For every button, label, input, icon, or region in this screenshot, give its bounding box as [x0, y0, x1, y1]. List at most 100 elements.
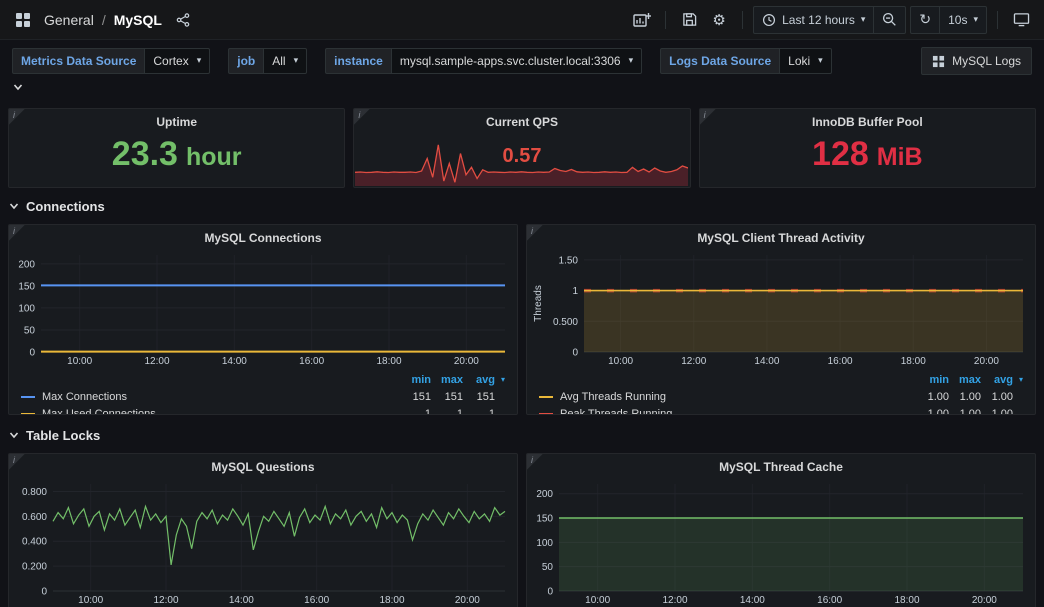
- refresh-interval-picker[interactable]: 10s ▾: [939, 6, 986, 33]
- legend-sort-min[interactable]: min: [411, 373, 431, 386]
- qps-value: 0.57: [502, 145, 542, 167]
- svg-text:10:00: 10:00: [78, 595, 103, 606]
- svg-text:16:00: 16:00: [817, 595, 842, 606]
- mysql-logs-button[interactable]: MySQL Logs: [921, 47, 1032, 75]
- section-header-connections[interactable]: Connections: [8, 196, 1044, 216]
- cycle-view-mode-button[interactable]: [1008, 7, 1034, 33]
- chevron-down-icon: ▾: [293, 56, 299, 66]
- refresh-interval-label: 10s: [948, 12, 968, 27]
- breadcrumb-dashboard-title[interactable]: MySQL: [113, 11, 162, 28]
- chevron-down-icon: ▾: [973, 14, 978, 25]
- svg-text:0: 0: [29, 348, 35, 359]
- svg-text:20:00: 20:00: [972, 595, 997, 606]
- panel-title[interactable]: Current QPS: [485, 115, 558, 129]
- variable-value-dropdown[interactable]: mysql.sample-apps.svc.cluster.local:3306…: [390, 48, 643, 74]
- svg-text:14:00: 14:00: [754, 356, 779, 367]
- svg-text:200: 200: [536, 489, 553, 500]
- legend-value: 1.00: [927, 407, 949, 415]
- buffer-pool-value: 128 MiB: [700, 137, 1035, 171]
- breadcrumb-separator: /: [101, 11, 106, 28]
- variable-value-dropdown[interactable]: Loki ▾: [779, 48, 832, 74]
- share-icon[interactable]: [170, 7, 196, 33]
- info-icon[interactable]: i: [354, 109, 371, 125]
- panel-title[interactable]: InnoDB Buffer Pool: [812, 115, 923, 129]
- legend-sort-caret-icon[interactable]: ▾: [1018, 375, 1023, 384]
- panel-title[interactable]: Uptime: [156, 115, 197, 129]
- series-name[interactable]: Max Used Connections: [42, 407, 156, 415]
- save-dashboard-icon[interactable]: [676, 7, 702, 33]
- svg-text:18:00: 18:00: [894, 595, 919, 606]
- legend-value: 1: [456, 407, 463, 415]
- info-icon[interactable]: i: [9, 454, 25, 470]
- add-panel-icon[interactable]: [629, 7, 655, 33]
- svg-text:50: 50: [24, 325, 36, 336]
- uptime-unit: hour: [185, 143, 242, 171]
- time-range-picker[interactable]: Last 12 hours ▾: [754, 7, 873, 33]
- svg-text:12:00: 12:00: [681, 356, 706, 367]
- panel-title[interactable]: MySQL Questions: [211, 460, 315, 474]
- svg-text:0.500: 0.500: [553, 317, 578, 328]
- legend-sort-caret-icon[interactable]: ▾: [500, 375, 505, 384]
- svg-text:50: 50: [542, 562, 554, 573]
- panel-innodb-buffer-pool: i InnoDB Buffer Pool 128 MiB: [698, 108, 1036, 188]
- chevron-down-icon: ▾: [860, 14, 866, 25]
- panel-mysql-connections: i MySQL Connections 10:00 12:00 14:00 16:00…: [8, 224, 518, 415]
- variable-value-dropdown[interactable]: All ▾: [263, 48, 308, 74]
- breadcrumb-folder[interactable]: General: [44, 11, 94, 28]
- info-icon[interactable]: i: [9, 225, 25, 241]
- svg-text:20:00: 20:00: [455, 595, 480, 606]
- legend-sort-max[interactable]: max: [958, 373, 981, 386]
- svg-text:0.800: 0.800: [22, 487, 47, 498]
- svg-text:150: 150: [18, 281, 35, 292]
- mysql-thread-cache-chart[interactable]: 10:00 12:00 14:00 16:00 18:00 20:00 0 50 100 150 2…: [531, 478, 1029, 606]
- svg-text:10:00: 10:00: [608, 356, 633, 367]
- info-icon[interactable]: i: [527, 225, 543, 241]
- table-locks-charts-row: i MySQL Questions 10:00 12:00 14:00 16:00 18…: [8, 453, 1036, 607]
- legend-sort-avg[interactable]: avg: [476, 373, 495, 386]
- series-name[interactable]: Peak Threads Running: [560, 407, 673, 415]
- info-icon[interactable]: i: [699, 109, 716, 125]
- top-row-collapse-toggle[interactable]: [0, 78, 1044, 96]
- series-name[interactable]: Avg Threads Running: [560, 390, 666, 403]
- svg-text:1: 1: [572, 286, 578, 297]
- series-name[interactable]: Max Connections: [42, 390, 127, 403]
- legend-sort-max[interactable]: max: [440, 373, 463, 386]
- legend-row: Avg Threads Running 1.00 1.00 1.00: [539, 388, 1023, 405]
- time-picker-group: Last 12 hours ▾: [753, 5, 907, 34]
- thread-activity-chart[interactable]: 10:00 12:00 14:00 16:00 18:00 20:00 0 0.500 1 1.5…: [531, 249, 1029, 367]
- chevron-down-icon: [9, 432, 19, 439]
- variable-value-dropdown[interactable]: Cortex ▾: [144, 48, 211, 74]
- refresh-button[interactable]: ↻: [911, 7, 939, 33]
- legend-row: Peak Threads Running 1.00 1.00 1.00: [539, 405, 1023, 415]
- panel-title[interactable]: MySQL Connections: [204, 231, 322, 245]
- mysql-connections-chart[interactable]: 10:00 12:00 14:00 16:00 18:00 20:00 0 50 100 150 2…: [13, 249, 511, 367]
- svg-text:14:00: 14:00: [229, 595, 254, 606]
- qps-sparkline-chart[interactable]: [355, 134, 689, 186]
- svg-text:16:00: 16:00: [828, 356, 853, 367]
- time-range-label: Last 12 hours: [782, 12, 855, 27]
- panel-title[interactable]: MySQL Thread Cache: [719, 460, 843, 474]
- dashboards-grid-icon[interactable]: [10, 7, 36, 33]
- svg-text:150: 150: [536, 514, 553, 525]
- info-icon[interactable]: i: [9, 109, 25, 125]
- variable-value-text: Cortex: [153, 54, 189, 68]
- variable-label: job: [228, 48, 264, 74]
- svg-text:10:00: 10:00: [585, 595, 610, 606]
- settings-gear-icon[interactable]: ⚙: [712, 10, 726, 29]
- legend-sort-avg[interactable]: avg: [994, 373, 1013, 386]
- panel-title[interactable]: MySQL Client Thread Activity: [697, 231, 865, 245]
- legend-row: Max Used Connections 1 1 1: [21, 405, 505, 415]
- mysql-questions-chart[interactable]: 10:00 12:00 14:00 16:00 18:00 20:00 0 0.200 0.40…: [13, 478, 511, 606]
- svg-text:200: 200: [18, 259, 35, 270]
- zoom-out-button[interactable]: [873, 6, 905, 33]
- section-header-table-locks[interactable]: Table Locks: [8, 425, 1044, 445]
- panel-current-qps: i Current QPS 0.57: [353, 108, 691, 188]
- variable-label: instance: [325, 48, 391, 74]
- legend-sort-min[interactable]: min: [929, 373, 949, 386]
- chevron-down-icon: [9, 203, 19, 210]
- panel-mysql-client-thread-activity: i MySQL Client Thread Activity 10:00 12:0…: [526, 224, 1036, 415]
- svg-text:0.400: 0.400: [22, 537, 47, 548]
- info-icon[interactable]: i: [527, 454, 543, 470]
- series-swatch-icon: [539, 395, 553, 398]
- svg-text:0: 0: [572, 348, 578, 359]
